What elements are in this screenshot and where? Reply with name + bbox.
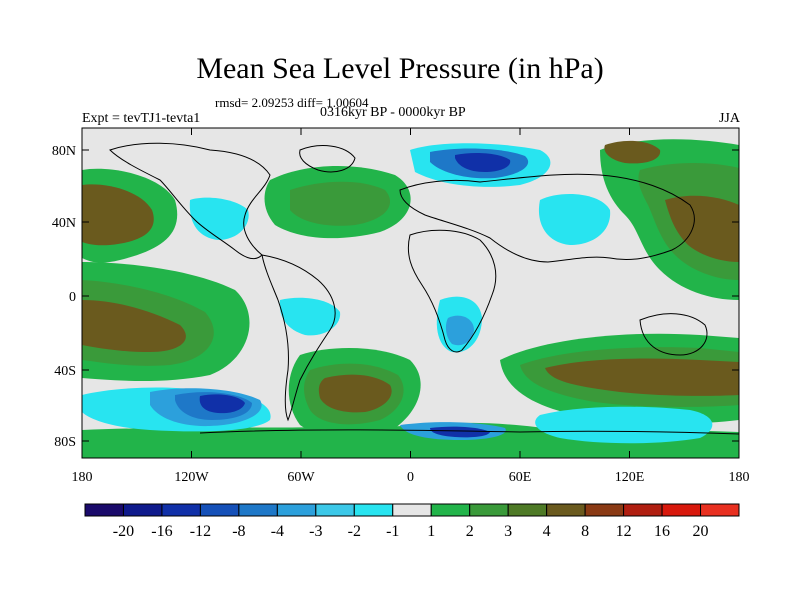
colorbar-swatch [315,503,355,517]
coastlines [109,142,739,435]
colorbar-swatch [430,503,471,517]
colorbar-label: 4 [543,523,551,540]
colorbar-swatch [392,503,432,517]
colorbar-label: -12 [190,523,211,540]
colorbar-label: -16 [151,523,172,540]
colorbar-label: 16 [654,523,670,540]
period-label: 0316kyr BP - 0000kyr BP [320,105,466,120]
lat-tick-label: 80S [54,435,76,450]
colorbar-label: -8 [232,523,245,540]
lat-tick-label: 0 [69,290,76,305]
lat-axis: 80N 40N 0 40S 80S [52,144,739,450]
lon-tick-label: 0 [407,470,414,485]
colorbar-label: 2 [466,523,474,540]
experiment-label: Expt = tevTJ1-tevta1 [82,111,201,126]
map-title: Mean Sea Level Pressure (in hPa) [196,52,604,85]
colorbar-label: 1 [427,523,435,540]
colorbar-swatch [584,503,625,517]
lon-tick-label: 60E [509,470,532,485]
colorbar-swatch [276,503,317,517]
lon-axis: 180 120W 60W 0 60E 120E 180 [72,128,750,485]
statistics-label: rmsd= 2.09253 diff= 1.00604 [215,95,369,110]
colorbar-swatch [507,503,548,517]
colorbar-swatch [661,503,702,517]
colorbar-swatch [546,503,586,517]
colorbar-swatch [122,503,163,517]
lon-tick-label: 120W [174,470,209,485]
lon-tick-label: 180 [729,470,750,485]
colorbar-label: -4 [271,523,284,540]
colorbar-label: -2 [348,523,361,540]
colorbar-swatch [238,503,278,517]
colorbar-swatch [353,503,394,517]
colorbar: -20 -16 -12 -8 -4 -3 -2 -1 1 2 3 4 8 12 16 20 [84,503,740,540]
colorbar-label: 12 [616,523,632,540]
colorbar-swatch [469,503,509,517]
colorbar-label: 3 [504,523,512,540]
season-label: JJA [718,111,740,126]
lat-tick-label: 40S [54,364,76,379]
lon-tick-label: 180 [72,470,93,485]
colorbar-label: -20 [113,523,134,540]
colorbar-label: -1 [386,523,399,540]
colorbar-label: 8 [581,523,589,540]
lat-tick-label: 40N [52,216,76,231]
colorbar-label: -3 [309,523,322,540]
lat-tick-label: 80N [52,144,76,159]
colorbar-swatch [700,503,740,517]
colorbar-swatch [84,503,124,517]
pressure-field [82,128,739,458]
lon-tick-label: 120E [615,470,645,485]
colorbar-swatch [199,503,240,517]
colorbar-swatch [623,503,663,517]
lon-tick-label: 60W [287,470,315,485]
colorbar-label: 20 [693,523,709,540]
colorbar-swatch [161,503,201,517]
